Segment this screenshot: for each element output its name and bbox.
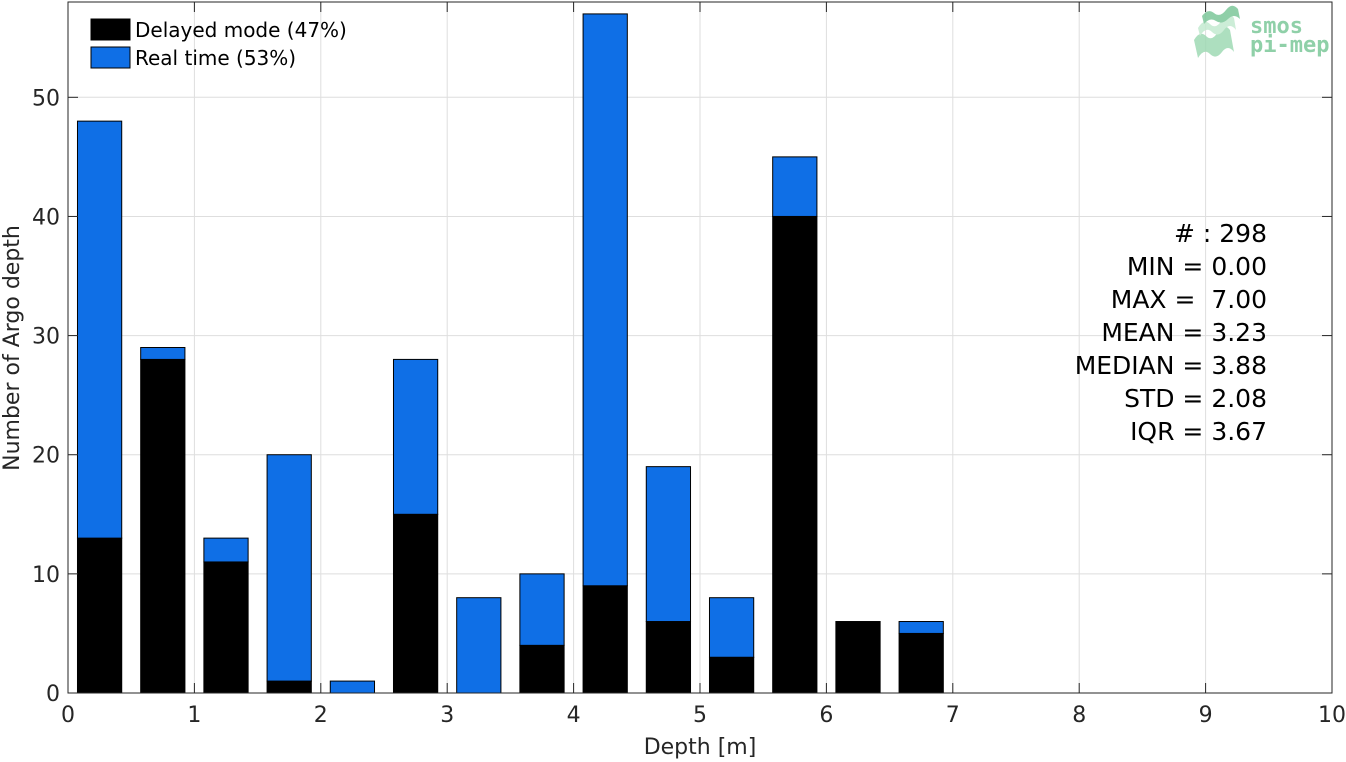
y-tick-label: 40 [32,205,60,230]
bar-real-time [645,466,692,623]
bar-real-time [898,621,944,634]
stat-std: STD = 2.08 [1124,384,1267,413]
y-tick-labels: 0 10 20 30 40 50 [32,86,60,707]
bar-real-time [519,573,565,646]
bars-group [76,13,944,694]
x-tick-label: 6 [819,703,833,728]
x-tick-label: 7 [946,703,960,728]
x-tick-label: 1 [187,703,201,728]
stat-max: MAX = 7.00 [1111,285,1267,314]
bar-real-time [329,680,376,694]
bar-real-time [76,120,123,539]
bar-real-time [266,454,312,682]
logo-line1: smos [1250,14,1303,39]
bar-delayed-mode [76,537,123,694]
stat-min: MIN = 0.00 [1127,252,1267,281]
bar-real-time [582,13,628,587]
bar-delayed-mode [645,621,692,694]
bar-delayed-mode [140,358,186,694]
x-tick-label: 4 [567,703,581,728]
smos-pimep-logo: smos pi-mep [1194,5,1329,58]
bar-delayed-mode [203,561,249,694]
legend-swatch-realtime [90,46,131,69]
x-tick-label: 5 [693,703,707,728]
y-tick-label: 20 [32,444,60,469]
y-tick-label: 30 [32,325,60,350]
y-tick-label: 0 [46,682,60,707]
x-tick-label: 8 [1072,703,1086,728]
bar-delayed-mode [835,621,881,694]
x-tick-label: 3 [440,703,454,728]
stat-iqr: IQR = 3.67 [1130,417,1267,446]
bar-delayed-mode [582,585,628,694]
y-tick-label: 50 [32,86,60,111]
stat-mean: MEAN = 3.23 [1101,318,1267,347]
legend: Delayed mode (47%) Real time (53%) [90,18,347,70]
x-tick-label: 2 [314,703,328,728]
stat-median: MEDIAN = 3.88 [1075,351,1267,380]
wave-logo-icon [1194,5,1240,58]
logo-line2: pi-mep [1250,33,1329,58]
bar-real-time [456,597,502,694]
x-axis-title: Depth [m] [644,735,757,760]
y-axis-title: Number of Argo depth [0,225,25,471]
bar-delayed-mode [266,680,312,694]
bar-real-time [772,156,818,217]
stat-count: # : 298 [1174,219,1267,248]
x-tick-label: 10 [1318,703,1346,728]
stats-box: # : 298 MIN = 0.00 MAX = 7.00 MEAN = 3.2… [1075,219,1267,446]
bar-delayed-mode [772,215,818,694]
bar-delayed-mode [898,632,944,694]
bar-delayed-mode [519,644,565,694]
bar-real-time [708,597,755,658]
bar-real-time [392,358,439,515]
axis-ticks [67,2,1333,694]
legend-label-delayed: Delayed mode (47%) [135,18,347,42]
bar-delayed-mode [708,656,755,694]
bar-delayed-mode [392,513,439,694]
x-tick-labels: 0 1 2 3 4 5 6 7 8 9 10 [61,703,1346,728]
bar-real-time [203,537,249,563]
x-tick-label: 9 [1199,703,1213,728]
bar-real-time [140,347,186,360]
y-tick-label: 10 [32,563,60,588]
legend-label-realtime: Real time (53%) [135,46,296,70]
x-tick-label: 0 [61,703,75,728]
legend-swatch-delayed [90,18,131,41]
